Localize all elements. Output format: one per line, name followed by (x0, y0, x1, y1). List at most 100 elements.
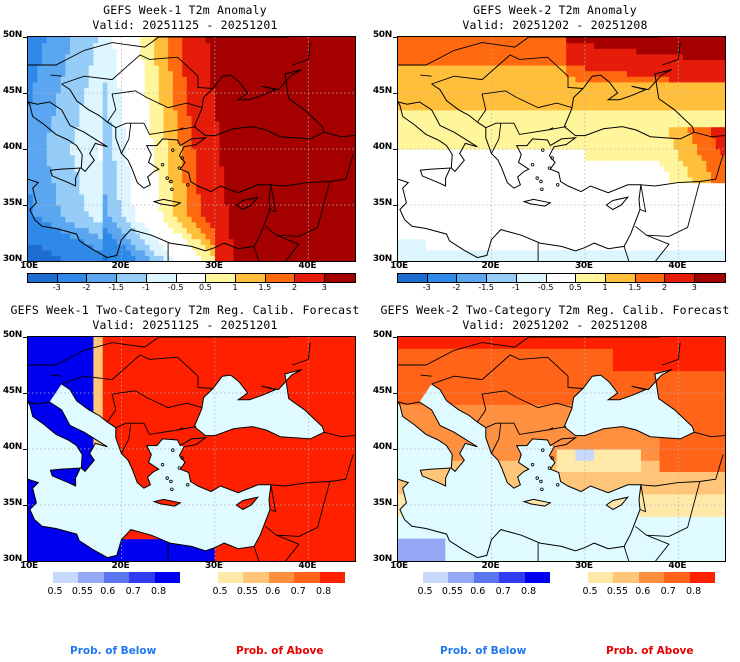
field-cell (416, 104, 422, 111)
field-cell (205, 48, 211, 55)
field-cell (603, 227, 609, 234)
field-cell (112, 143, 118, 150)
field-cell (598, 53, 605, 60)
field-cell (594, 216, 600, 223)
field-cell (336, 132, 342, 139)
field-cell (186, 76, 193, 83)
field-cell (154, 48, 160, 55)
field-cell (556, 37, 563, 44)
field-cell (598, 160, 605, 167)
field-cell (472, 137, 478, 144)
field-cell (196, 132, 202, 139)
field-cell (84, 53, 90, 60)
field-cell (65, 76, 71, 83)
field-cell (398, 233, 404, 240)
field-cell (219, 177, 225, 184)
field-cell (594, 165, 600, 172)
field-cell (477, 137, 483, 144)
field-cell (65, 65, 71, 72)
field-cell (584, 149, 591, 156)
field-cell (622, 249, 628, 256)
field-cell (317, 76, 323, 83)
field-cell (154, 42, 160, 49)
field-cell (472, 171, 478, 178)
field-cell (626, 177, 633, 184)
field-cell (289, 87, 295, 94)
field-cell (491, 132, 497, 139)
field-cell (528, 171, 535, 178)
field-cell (538, 37, 544, 44)
field-cell (214, 149, 221, 156)
field-cell (303, 221, 309, 228)
field-cell (331, 249, 337, 256)
field-cell (37, 37, 43, 44)
field-cell (93, 109, 99, 116)
field-cell (284, 37, 291, 44)
field-cell (37, 143, 43, 150)
field-cell (547, 48, 553, 55)
field-cell (42, 59, 48, 66)
field-cell (275, 53, 281, 60)
field-cell (116, 188, 123, 195)
field-cell (196, 48, 202, 55)
field-cell (168, 171, 174, 178)
field-cell (182, 132, 188, 139)
country-border (276, 234, 300, 261)
field-cell (28, 65, 34, 72)
field-cell (449, 137, 455, 144)
field-cell (79, 233, 85, 240)
field-cell (88, 42, 94, 49)
field-cell (440, 76, 446, 83)
field-cell (626, 171, 633, 178)
field-cell (37, 65, 43, 72)
field-cell (533, 42, 539, 49)
field-cell (200, 216, 207, 223)
field-cell (228, 216, 235, 223)
field-cell (107, 227, 113, 234)
field-cell (524, 81, 530, 88)
field-cell (51, 199, 57, 206)
field-cell (247, 149, 253, 156)
field-cell (331, 109, 337, 116)
field-cell (463, 93, 469, 100)
field-cell (98, 37, 104, 44)
field-cell (228, 244, 235, 251)
field-cell (612, 121, 619, 128)
field-cell (510, 171, 516, 178)
field-cell (519, 121, 525, 128)
field-cell (631, 205, 637, 212)
field-cell (449, 53, 455, 60)
field-cell (200, 199, 207, 206)
field-cell (88, 76, 94, 83)
field-cell (472, 104, 478, 111)
field-cell (345, 115, 351, 122)
field-cell (449, 221, 455, 228)
field-cell (308, 126, 314, 133)
field-cell (552, 115, 558, 122)
field-cell (102, 199, 108, 206)
field-cell (412, 244, 418, 251)
field-cell (214, 221, 221, 228)
field-cell (589, 48, 595, 55)
field-cell (402, 37, 408, 44)
field-cell (463, 81, 469, 88)
field-cell (102, 216, 108, 223)
field-cell (224, 154, 230, 161)
field-cell (500, 210, 507, 217)
field-cell (472, 70, 478, 77)
field-cell (308, 182, 314, 189)
field-cell (463, 149, 469, 156)
field-cell (412, 37, 418, 44)
field-cell (519, 188, 525, 195)
field-cell (514, 93, 521, 100)
field-cell (336, 182, 342, 189)
field-cell (308, 193, 314, 200)
field-cell (252, 210, 258, 217)
field-cell (636, 37, 642, 44)
field-cell (60, 104, 66, 111)
field-cell (224, 244, 230, 251)
field-cell (46, 193, 52, 200)
field-cell (186, 115, 193, 122)
field-cell (228, 182, 235, 189)
field-cell (107, 93, 113, 100)
